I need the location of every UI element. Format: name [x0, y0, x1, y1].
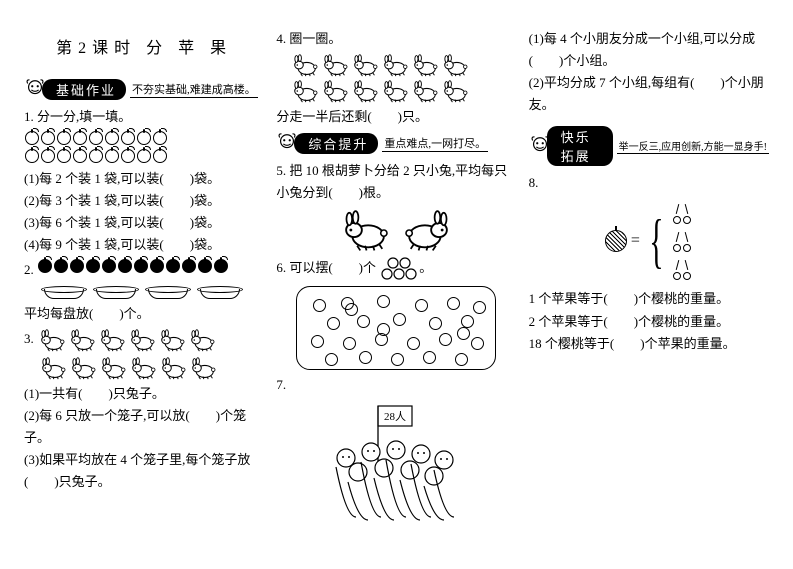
q8-head: 8. [529, 172, 769, 194]
section-label: 基础作业 [42, 79, 126, 100]
q2-head: 2. [24, 262, 34, 277]
page-title: 第2课时 分 苹 果 [24, 34, 264, 58]
q2-plates [38, 288, 264, 301]
flag-text: 28人 [384, 410, 406, 423]
circle-icon [345, 303, 358, 316]
section-label: 快乐拓展 [547, 126, 613, 166]
kids-illustration: 28人 [316, 402, 476, 522]
q2-apples [37, 262, 229, 277]
circle-icon [423, 351, 436, 364]
circle-icon [457, 327, 470, 340]
q5-rabbits [276, 206, 516, 254]
circle-icon [313, 299, 326, 312]
q5-head: 5. 把 10 根胡萝卜分给 2 只小兔,平均每只小兔分到( )根。 [276, 160, 516, 204]
circle-icon [391, 353, 404, 366]
section-ext: 快乐拓展 举一反三,应用创新,方能一显身手! [529, 126, 769, 166]
circle-icon [393, 313, 406, 326]
q7-l1: (1)每 4 个小朋友分成一个小组,可以分成( )个小组。 [529, 28, 769, 72]
q3-head: 3. [24, 331, 34, 346]
equals: = [631, 232, 640, 250]
mascot-icon [276, 132, 298, 154]
q4-head: 4. 圈一圈。 [276, 28, 516, 50]
circle-icon [377, 323, 390, 336]
circle-icon [473, 301, 486, 314]
q8-l3: 18 个樱桃等于( )个苹果的重量。 [529, 333, 769, 355]
q3-l1: (1)一共有( )只兔子。 [24, 383, 264, 405]
five-circle-icon [379, 256, 419, 282]
section-label: 综合提升 [294, 133, 378, 154]
q4-rabbits [290, 52, 516, 104]
circle-icon [415, 299, 428, 312]
q1-apples [24, 130, 264, 166]
circle-icon [447, 297, 460, 310]
q8-equation: = { [529, 202, 769, 280]
q6-head: 6. 可以摆( )个 [276, 260, 376, 275]
q7-head: 7. [276, 374, 516, 396]
section-basic: 基础作业 不夯实基础,难建成高楼。 [24, 78, 264, 100]
circle-icon [311, 335, 324, 348]
circle-icon [377, 295, 390, 308]
q1-head: 1. 分一分,填一填。 [24, 106, 264, 128]
section-tag: 举一反三,应用创新,方能一显身手! [617, 138, 769, 154]
q1-l4: (4)每 9 个装 1 袋,可以装( )袋。 [24, 234, 264, 256]
column-3: (1)每 4 个小朋友分成一个小组,可以分成( )个小组。 (2)平均分成 7 … [523, 10, 775, 522]
q2-line: 平均每盘放( )个。 [24, 303, 264, 325]
q3-rabbits-r2 [38, 355, 264, 381]
section-mid: 综合提升 重点难点,一网打尽。 [276, 132, 516, 154]
q8-l1: 1 个苹果等于( )个樱桃的重量。 [529, 288, 769, 310]
circle-icon [343, 337, 356, 350]
q3-l3: (3)如果平均放在 4 个笼子里,每个笼子放( )只兔子。 [24, 449, 264, 493]
circle-icon [439, 333, 452, 346]
q6-box [296, 286, 496, 370]
cherry-icon [671, 258, 693, 280]
q1-l1: (1)每 2 个装 1 袋,可以装( )袋。 [24, 168, 264, 190]
q1-l3: (3)每 6 个装 1 袋,可以装( )袋。 [24, 212, 264, 234]
section-tag: 不夯实基础,难建成高楼。 [130, 81, 258, 98]
circle-icon [455, 353, 468, 366]
mascot-icon [529, 135, 551, 157]
q8-l2: 2 个苹果等于( )个樱桃的重量。 [529, 311, 769, 333]
q4-line: 分走一半后还剩( )只。 [276, 106, 516, 128]
column-1: 第2课时 分 苹 果 基础作业 不夯实基础,难建成高楼。 1. 分一分,填一填。… [18, 10, 270, 522]
column-2: 4. 圈一圈。 分走一半后还剩( )只。 综合提升 重点难点,一网打尽。 5. … [270, 10, 522, 522]
circle-icon [429, 317, 442, 330]
circle-icon [359, 351, 372, 364]
q3-l2: (2)每 6 只放一个笼子,可以放( )个笼子。 [24, 405, 264, 449]
apple-icon [605, 230, 627, 252]
circle-icon [327, 317, 340, 330]
q7-l2: (2)平均分成 7 个小组,每组有( )个小朋友。 [529, 72, 769, 116]
circle-icon [407, 337, 420, 350]
section-tag: 重点难点,一网打尽。 [382, 135, 488, 152]
circle-icon [471, 337, 484, 350]
brace-icon: { [649, 214, 663, 268]
mascot-icon [24, 78, 46, 100]
cherry-icon [671, 202, 693, 224]
q1-l2: (2)每 3 个装 1 袋,可以装( )袋。 [24, 190, 264, 212]
q3-rabbits-r1 [37, 331, 217, 346]
circle-icon [325, 353, 338, 366]
cherry-icon [671, 230, 693, 252]
circle-icon [357, 315, 370, 328]
